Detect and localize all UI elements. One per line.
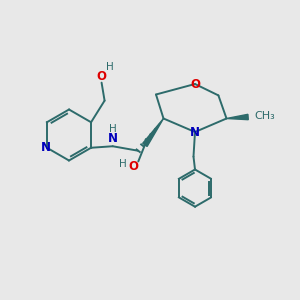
Text: N: N — [190, 125, 200, 139]
Text: O: O — [190, 77, 200, 91]
Text: O: O — [97, 70, 106, 83]
Text: H: H — [109, 124, 117, 134]
Polygon shape — [143, 118, 164, 146]
Text: N: N — [108, 132, 118, 145]
Text: O: O — [128, 160, 138, 173]
Text: H: H — [119, 159, 127, 169]
Text: N: N — [40, 141, 50, 154]
Text: CH₃: CH₃ — [255, 111, 275, 122]
Polygon shape — [226, 114, 248, 120]
Text: H: H — [106, 62, 114, 72]
